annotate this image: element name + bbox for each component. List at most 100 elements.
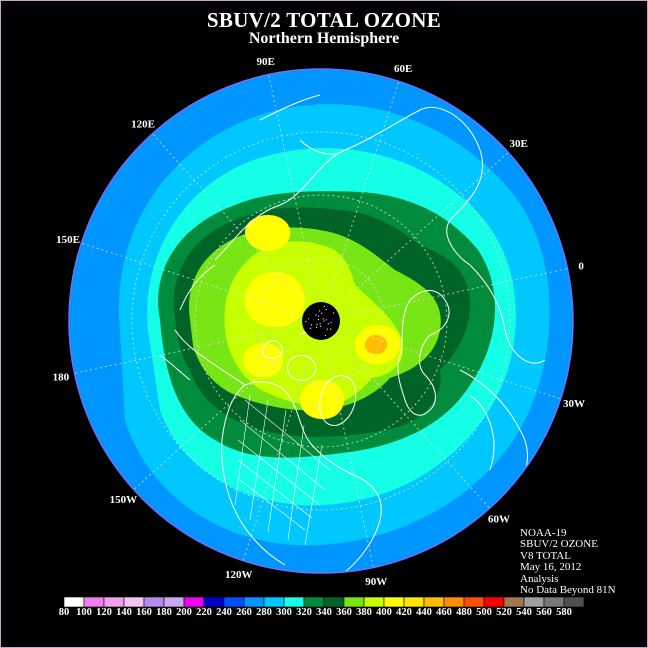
meridian-line: [133, 333, 308, 490]
legend-tick-label: 200: [176, 607, 192, 618]
band-420: [365, 335, 388, 355]
meridian-line: [333, 334, 490, 509]
meridian-line: [339, 268, 568, 318]
longitude-label: 90W: [365, 576, 387, 588]
legend-tick-label: 480: [456, 607, 472, 618]
pole-dot: [322, 318, 324, 320]
europe-coast: [397, 290, 450, 416]
legend-tick-label: 560: [536, 607, 552, 618]
pole-dot: [323, 320, 325, 322]
longitude-label: 60E: [394, 63, 412, 75]
meridian-line: [74, 324, 303, 374]
pole-dot: [316, 324, 318, 326]
legend-swatch: [443, 596, 465, 608]
pole-dot: [330, 328, 332, 330]
legend-swatch: [243, 596, 265, 608]
legend-swatch: [543, 596, 565, 608]
legend-swatch: [163, 596, 185, 608]
legend-tick-label: 580: [556, 607, 572, 618]
legend-tick-label: 160: [136, 607, 152, 618]
pole-dot: [323, 305, 325, 307]
info-note: No Data Beyond 81N: [520, 584, 616, 597]
map-subtitle: Northern Hemisphere: [248, 30, 400, 47]
legend-swatch: [323, 596, 345, 608]
eurasia-coast: [214, 106, 546, 364]
map-title: SBUV/2 TOTAL OZONE: [206, 8, 442, 32]
band-400-c: [245, 215, 291, 252]
legend-swatch: [523, 596, 545, 608]
color-legend: [63, 596, 585, 608]
pole-dot: [317, 315, 320, 317]
legend-tick-label: 340: [316, 607, 332, 618]
legend-tick-label: 100: [76, 607, 92, 618]
legend-swatch: [403, 596, 425, 608]
meridian-line: [242, 338, 316, 561]
pole-dot: [319, 323, 321, 325]
longitude-label: 150W: [110, 494, 138, 506]
band-400: [245, 272, 306, 328]
legend-tick-label: 440: [416, 607, 432, 618]
legend-tick-label: 320: [296, 607, 312, 618]
longitude-label: 60W: [488, 514, 510, 526]
pole-dot: [305, 321, 307, 323]
legend-tick-label: 460: [436, 607, 452, 618]
legend-swatch: [103, 596, 125, 608]
legend-tick-label: 300: [276, 607, 292, 618]
us-state-lines: [234, 394, 331, 546]
pole-dot: [327, 323, 329, 325]
legend-swatch: [563, 596, 585, 608]
meridian-line: [152, 133, 309, 308]
graticule: [74, 74, 568, 568]
legend-tick-label: 260: [236, 607, 252, 618]
legend-tick-label: 500: [476, 607, 492, 618]
pole-dot: [324, 334, 327, 336]
legend-swatch: [463, 596, 485, 608]
meridian-line: [81, 242, 304, 316]
pole-dot: [315, 314, 317, 316]
longitude-label: 0: [578, 261, 584, 273]
legend-swatch: [203, 596, 225, 608]
pole-dot: [330, 321, 332, 323]
longitude-label: 90E: [257, 56, 275, 68]
longitude-label: 150E: [56, 234, 80, 246]
longitude-label: 120E: [131, 118, 155, 130]
pole-dot: [315, 326, 318, 328]
legend-swatch: [263, 596, 285, 608]
legend-swatch: [383, 596, 405, 608]
legend-tick-label: 380: [356, 607, 372, 618]
legend-tick-labels: 80 100 120 140 160 180 200 220 240 260 280 300 320 34…: [0, 607, 648, 621]
legend-tick-label: 80: [58, 607, 70, 618]
legend-swatch: [303, 596, 325, 608]
longitude-labels: 90E 60E 30E 0 30W 60W 90W 120W 150W 180 150E 120E: [53, 56, 585, 588]
meridian-line: [338, 326, 561, 400]
legend-tick-label: 420: [396, 607, 412, 618]
pole-dot: [310, 327, 312, 329]
legend-tick-label: 400: [376, 607, 392, 618]
legend-swatch: [123, 596, 145, 608]
siberia-coast: [179, 94, 346, 311]
info-satellite: NOAA-19: [520, 527, 567, 539]
legend-tick-label: 540: [516, 607, 532, 618]
legend-swatch: [343, 596, 365, 608]
legend-tick-label: 180: [156, 607, 172, 618]
polar-no-data: [302, 302, 340, 340]
pole-dot: [317, 318, 320, 321]
legend-tick-label: 520: [496, 607, 512, 618]
legend-tick-label: 360: [336, 607, 352, 618]
legend-swatch: [423, 596, 445, 608]
info-product: Analysis: [520, 572, 559, 585]
legend-tick-label: 220: [196, 607, 212, 618]
north-america-coast: [221, 381, 382, 573]
pole-dot: [333, 312, 335, 314]
latitude-circle-75: [257, 257, 385, 385]
legend-swatch: [83, 596, 105, 608]
legend-swatch: [363, 596, 385, 608]
band-400-b: [300, 380, 345, 420]
longitude-label: 30W: [563, 398, 585, 410]
latitude-circle-60: [194, 194, 448, 448]
info-instrument: SBUV/2 OZONE: [520, 538, 598, 551]
band-400-e: [243, 343, 284, 378]
latitude-circle-45: [131, 131, 511, 511]
longitude-label: 30E: [510, 138, 528, 150]
